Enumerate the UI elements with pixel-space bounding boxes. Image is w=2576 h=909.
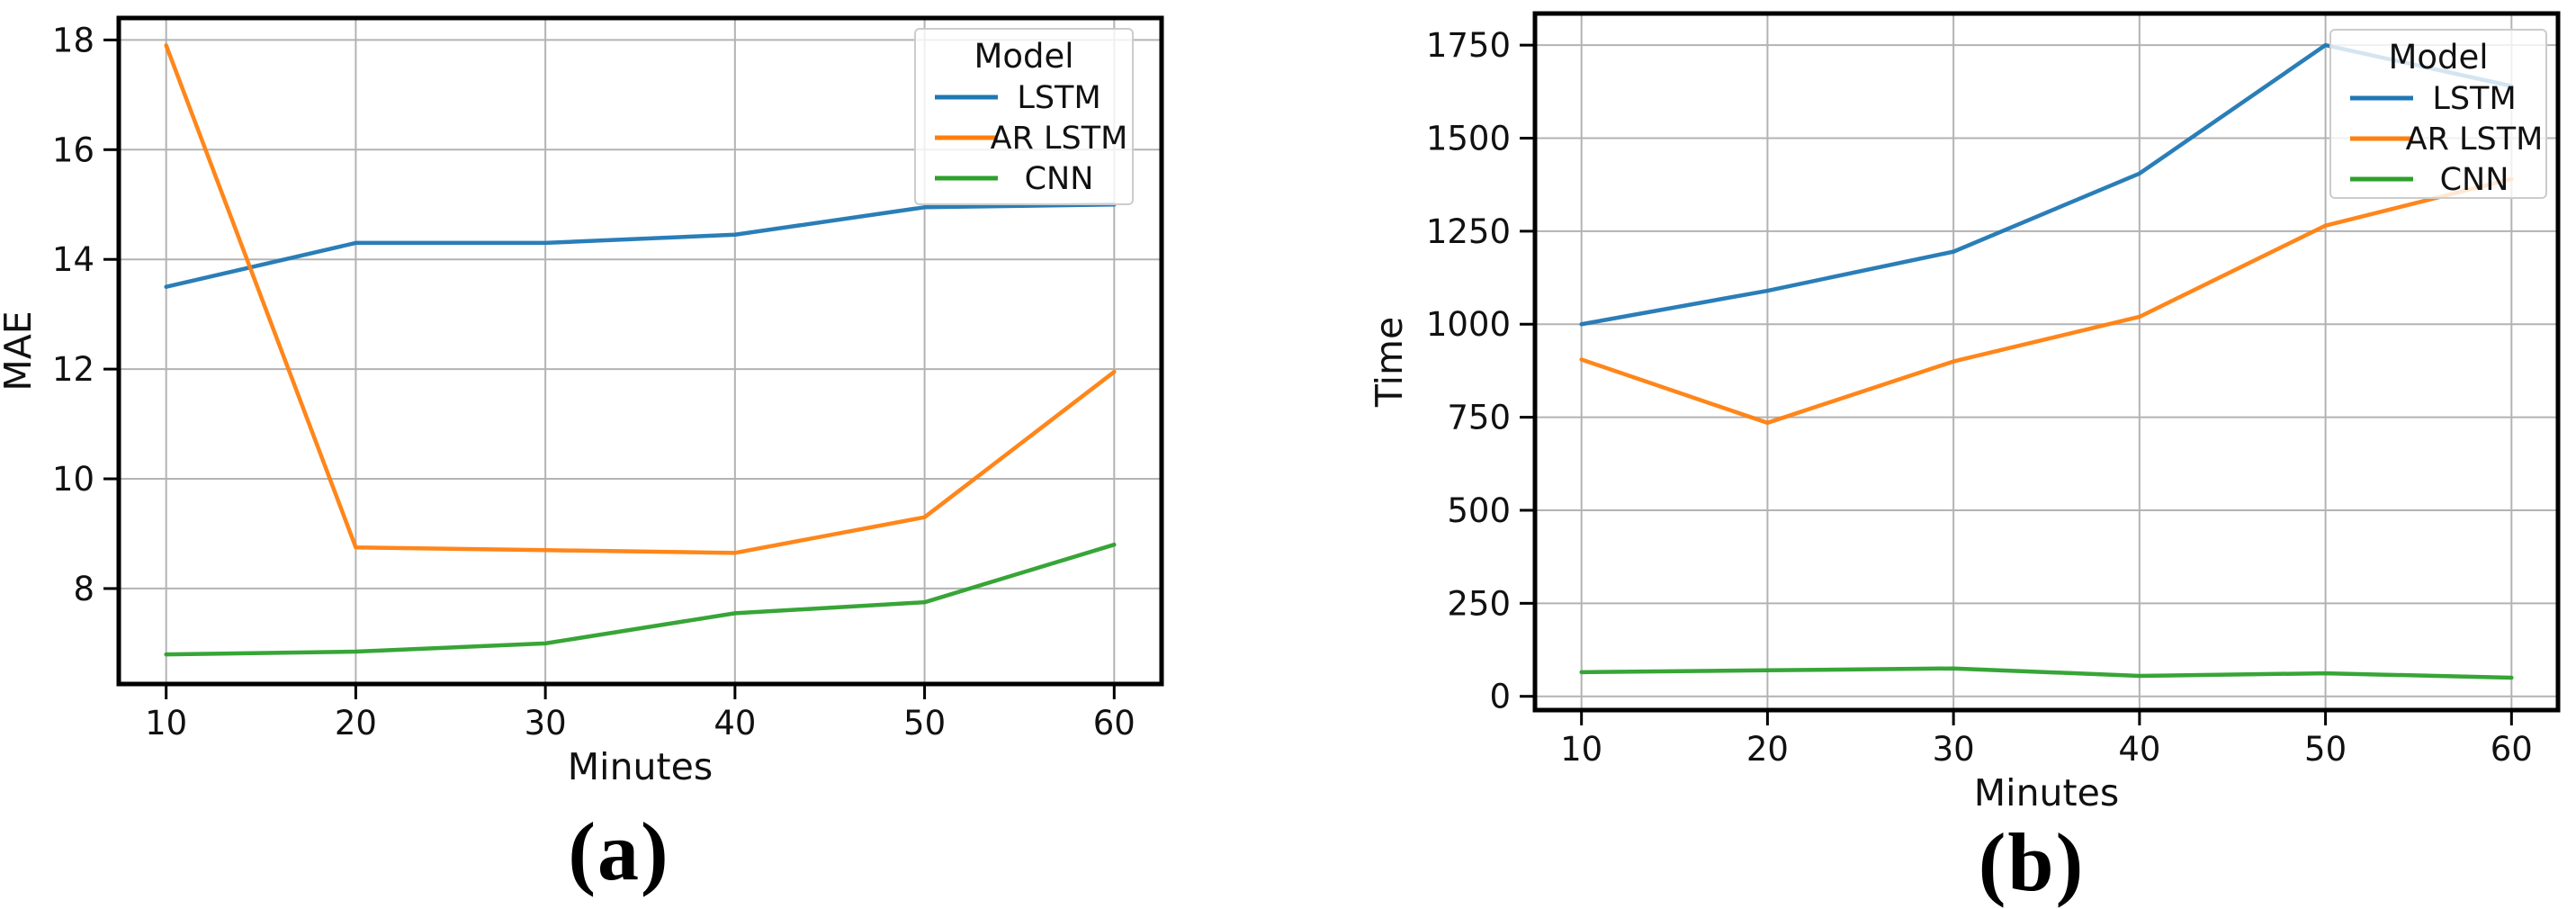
- series-line-ar-lstm: [1579, 176, 2514, 426]
- y-tick-label: 1000: [1426, 305, 1511, 344]
- y-tick-label: 12: [52, 350, 94, 389]
- chart-b-canvas: 10 20 30 40 50 60 0 250 500 750 1000 1250 1500 1750 Mi…: [1368, 11, 2561, 814]
- y-tick-label: 16: [52, 130, 94, 169]
- x-axis-label: Minutes: [568, 745, 713, 788]
- x-tick-label: 40: [714, 704, 756, 742]
- legend-label: LSTM: [2432, 81, 2516, 117]
- chart-a-canvas: 10 20 30 40 50 60 8 10 12 14 16 18 Minutes MAE Model LS…: [0, 15, 1164, 788]
- legend-box: [914, 28, 1134, 205]
- x-tick-label: 20: [1746, 730, 1789, 769]
- y-tick-label: 750: [1447, 399, 1511, 437]
- legend: Model LSTM AR LSTM CNN: [914, 28, 1134, 205]
- y-tick-label: 8: [73, 570, 94, 608]
- legend-title: Model: [974, 37, 1073, 76]
- tick-labels: 10 20 30 40 50 60 0 250 500 750 1000 1250 1500 1750: [1426, 26, 2533, 769]
- x-axis-label: Minutes: [1974, 771, 2119, 814]
- y-tick-label: 1500: [1426, 120, 1511, 158]
- series-line-ar-lstm: [164, 43, 1117, 555]
- legend-label: CNN: [1025, 161, 1094, 197]
- series-line-cnn: [164, 542, 1117, 657]
- axis-ticks: [1520, 43, 2513, 725]
- x-tick-label: 10: [145, 704, 187, 742]
- y-axis-label: Time: [1368, 317, 1411, 408]
- x-tick-label: 40: [2118, 730, 2160, 769]
- y-tick-label: 1750: [1426, 26, 1511, 65]
- legend-title: Model: [2388, 38, 2488, 76]
- x-tick-label: 10: [1560, 730, 1602, 769]
- y-tick-label: 250: [1447, 584, 1511, 623]
- legend-box: [2329, 29, 2547, 199]
- axis-ticks: [103, 38, 1116, 699]
- y-tick-label: 500: [1447, 491, 1511, 530]
- x-tick-label: 30: [1933, 730, 1975, 769]
- legend-label: CNN: [2440, 162, 2509, 198]
- caption-b: (b): [1978, 816, 2086, 908]
- x-tick-label: 50: [2304, 730, 2347, 769]
- y-tick-label: 14: [52, 240, 94, 279]
- y-axis-label: MAE: [0, 310, 40, 391]
- gridlines: [1535, 14, 2558, 710]
- x-tick-label: 60: [2491, 730, 2533, 769]
- legend: Model LSTM AR LSTM CNN: [2329, 29, 2547, 199]
- legend-label: LSTM: [1017, 80, 1100, 116]
- caption-a: (a): [568, 806, 670, 897]
- x-tick-label: 50: [903, 704, 946, 742]
- y-tick-label: 18: [52, 21, 94, 59]
- plot-border: [1532, 11, 2561, 713]
- x-tick-label: 60: [1093, 704, 1135, 742]
- legend-label: AR LSTM: [2406, 122, 2544, 158]
- y-tick-label: 10: [52, 460, 94, 499]
- y-tick-label: 0: [1489, 678, 1511, 716]
- series-line-lstm: [164, 202, 1117, 289]
- tick-labels: 10 20 30 40 50 60 8 10 12 14 16 18: [52, 21, 1135, 742]
- x-tick-label: 20: [335, 704, 377, 742]
- series-line-cnn: [1579, 666, 2514, 680]
- x-tick-label: 30: [525, 704, 567, 742]
- legend-label: AR LSTM: [991, 121, 1128, 157]
- y-tick-label: 1250: [1426, 212, 1511, 251]
- plot-border: [116, 15, 1164, 687]
